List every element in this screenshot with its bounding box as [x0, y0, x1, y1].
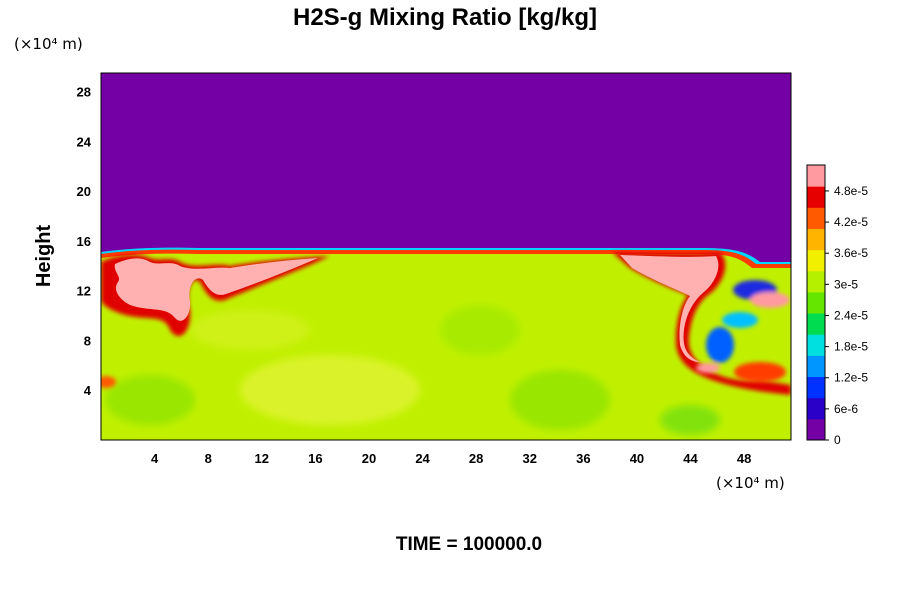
right-plume-core [620, 255, 719, 362]
y-tick-label: 20 [77, 184, 91, 199]
x-tick-label: 24 [415, 451, 430, 466]
x-tick-label: 36 [576, 451, 590, 466]
colorbar-swatch [807, 291, 825, 314]
colorbar-tick-label: 0 [834, 433, 841, 447]
x-tick-label: 48 [737, 451, 751, 466]
y-tick-label: 4 [84, 383, 92, 398]
x-tick-label: 40 [630, 451, 644, 466]
x-tick-label: 4 [151, 451, 159, 466]
left-plume-core [114, 258, 318, 321]
y-axis-label: Height [33, 225, 55, 288]
colorbar-swatch [807, 186, 825, 208]
colorbar-swatch [807, 207, 825, 229]
y-tick-label: 8 [84, 333, 91, 348]
y-tick-label: 28 [77, 85, 91, 100]
colorbar-swatch [807, 397, 825, 420]
plot-area [101, 73, 791, 440]
x-tick-label: 28 [469, 451, 483, 466]
colorbar-tick-label: 4.8e-5 [834, 184, 868, 198]
colorbar-swatch [807, 334, 825, 356]
x-tick-labels: 4 8 12 16 20 24 28 32 36 40 44 48 [151, 451, 751, 466]
chart-title: H2S-g Mixing Ratio [kg/kg] [293, 4, 597, 31]
y-tick-label: 16 [77, 234, 91, 249]
colorbar-swatch [807, 228, 825, 251]
x-tick-label: 20 [362, 451, 376, 466]
interior-texture [105, 305, 720, 435]
x-unit-label: (×10⁴ m) [716, 474, 785, 492]
colorbar-swatch [807, 249, 825, 272]
plot-frame [100, 72, 792, 441]
colorbar-swatch [807, 270, 825, 293]
colorbar-tick-label: 3.6e-5 [834, 246, 868, 260]
colorbar-swatch [807, 355, 825, 378]
colorbar-tick-label: 6e-6 [834, 402, 858, 416]
colorbar: 0 6e-6 1.2e-5 1.8e-5 2.4e-5 3e-5 3.6e-5 4.2e-5 4… [806, 164, 868, 447]
colorbar-tick-label: 1.8e-5 [834, 340, 868, 354]
colorbar-tick-label: 2.4e-5 [834, 308, 868, 322]
x-tick-label: 8 [205, 451, 212, 466]
right-vortex-features [101, 280, 790, 388]
y-tick-labels: 4 8 12 16 20 24 28 [77, 85, 92, 399]
y-tick-label: 24 [77, 134, 92, 149]
colorbar-tick-label: 1.2e-5 [834, 371, 868, 385]
colorbar-swatch [807, 165, 825, 187]
colorbar-tick-label: 3e-5 [834, 277, 858, 291]
time-footer: TIME = 100000.0 [396, 534, 542, 555]
y-unit-label: (×10⁴ m) [14, 35, 83, 53]
x-tick-label: 32 [523, 451, 537, 466]
colorbar-swatch [807, 313, 825, 335]
colorbar-swatch [807, 418, 825, 441]
x-tick-label: 44 [683, 451, 698, 466]
colorbar-frame [806, 164, 826, 441]
x-tick-label: 16 [308, 451, 322, 466]
colorbar-swatch [807, 376, 825, 399]
colorbar-tick-label: 4.2e-5 [834, 215, 868, 229]
x-tick-label: 12 [255, 451, 269, 466]
y-tick-label: 12 [77, 284, 91, 299]
